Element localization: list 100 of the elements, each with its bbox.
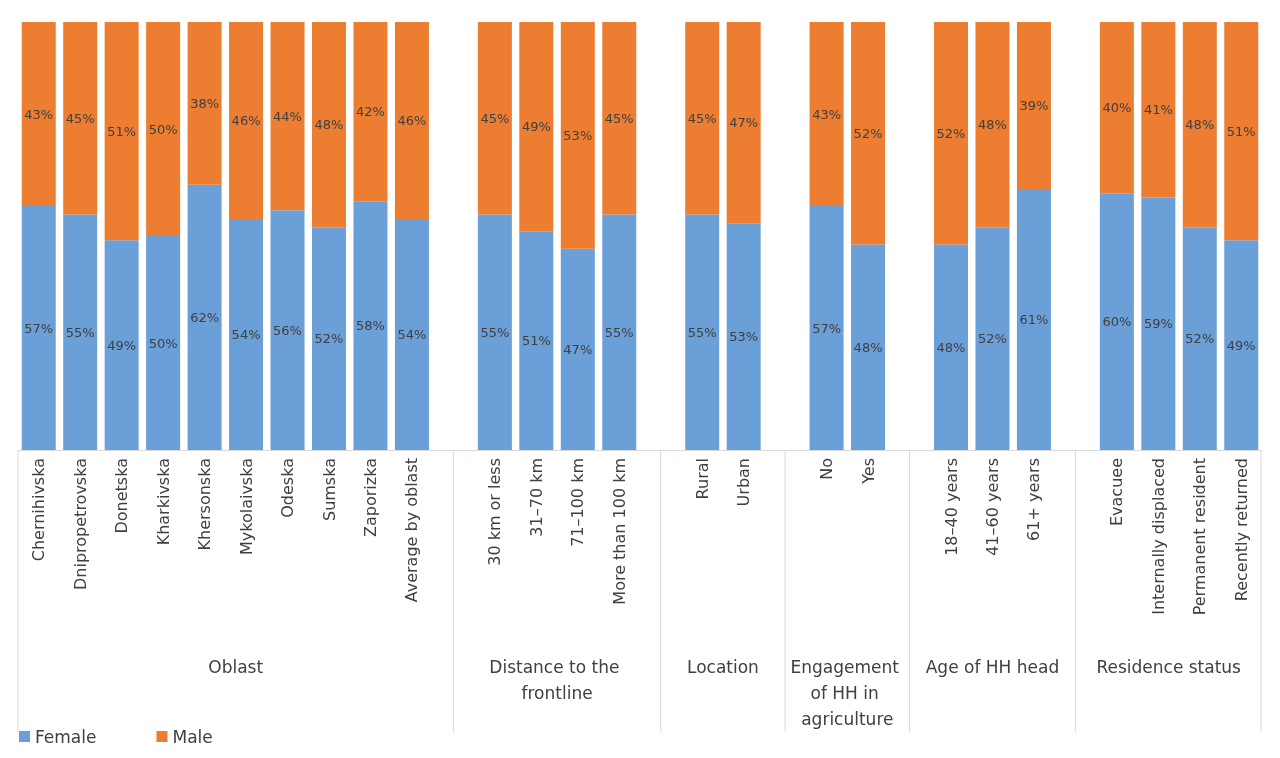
bar (394, 218, 429, 450)
data-label: 49% (107, 337, 137, 353)
bar (1016, 188, 1051, 450)
x-tick-label: More than 100 km (609, 458, 629, 605)
data-label: 55% (65, 324, 95, 340)
x-tick-label: 18–40 years (941, 458, 961, 556)
x-tick-label: Mykolaivska (236, 458, 256, 556)
data-label: 44% (273, 108, 302, 124)
bar (809, 206, 844, 450)
data-label: 41% (1143, 102, 1173, 118)
data-label: 56% (273, 322, 302, 338)
bar (560, 248, 595, 450)
bar (394, 22, 429, 219)
bar (934, 22, 968, 245)
data-label: 52% (978, 331, 1007, 347)
data-label: 57% (24, 320, 54, 336)
x-tick-label: Kharkivska (153, 458, 173, 546)
bar (63, 22, 98, 215)
data-label: 55% (604, 324, 634, 340)
bar (519, 231, 554, 450)
data-label: 62% (190, 309, 220, 325)
data-label: 50% (148, 121, 178, 137)
data-label: 45% (480, 110, 510, 126)
data-label: 51% (107, 123, 137, 139)
bar (187, 184, 222, 450)
bar (477, 214, 512, 450)
text: Engagement of HH in agriculture (790, 657, 905, 729)
x-tick-label: Zaporizka (360, 458, 380, 537)
x-tick-label: Dnipropetrovska (70, 458, 90, 590)
data-label: 52% (1185, 331, 1215, 347)
data-label: 47% (729, 115, 759, 131)
bar (270, 22, 305, 211)
bar (146, 236, 181, 450)
data-label: 58% (356, 318, 385, 334)
data-label: 49% (521, 119, 551, 135)
x-tick-label: 61+ years (1024, 458, 1044, 541)
data-label: 48% (978, 117, 1007, 133)
bar (1099, 22, 1134, 194)
data-label: 55% (480, 324, 510, 340)
data-label: 48% (314, 117, 344, 133)
x-tick-label: Sumska (319, 458, 339, 522)
bar (1224, 240, 1259, 450)
text: Distance to the frontline (489, 657, 625, 703)
bar (229, 22, 264, 219)
bar (104, 240, 139, 450)
bar (353, 22, 388, 202)
bar (21, 206, 56, 450)
bar (63, 214, 98, 450)
bar (519, 22, 554, 232)
data-label: 54% (397, 326, 427, 342)
x-tick-label: 31–70 km (526, 458, 546, 537)
x-tick-label: Yes (858, 458, 878, 485)
bar (1141, 197, 1176, 450)
data-label: 48% (1185, 117, 1215, 133)
data-label: 47% (563, 341, 593, 357)
bar (146, 22, 181, 236)
bar (229, 218, 264, 450)
bar (851, 244, 886, 450)
x-tick-label: No (817, 458, 837, 480)
data-label: 51% (521, 333, 551, 349)
data-label: 61% (1019, 311, 1049, 327)
data-label: 48% (853, 339, 883, 355)
data-label: 60% (1102, 314, 1132, 330)
x-tick-label: Evacuee (1107, 458, 1127, 527)
legend-label: Female (35, 726, 97, 747)
bar (685, 214, 720, 450)
data-label: 46% (397, 112, 427, 128)
bar (1016, 22, 1051, 189)
text: Residence status (1096, 657, 1242, 677)
bar (602, 22, 637, 215)
data-label: 54% (231, 326, 261, 342)
legend-label: Male (172, 726, 213, 747)
bar (934, 244, 968, 450)
data-label: 53% (729, 329, 759, 345)
data-label: 38% (190, 95, 220, 111)
bar (21, 22, 56, 207)
text: Location (686, 657, 759, 677)
bar (726, 22, 761, 224)
data-label: 45% (65, 110, 95, 126)
data-label: 45% (604, 110, 634, 126)
bar (560, 22, 595, 249)
bar (685, 22, 720, 215)
data-label: 43% (24, 106, 54, 122)
bar (975, 22, 1010, 228)
x-tick-label: Rural (692, 458, 712, 500)
data-label: 43% (812, 106, 842, 122)
data-label: 52% (314, 331, 344, 347)
x-tick-label: Permanent resident (1190, 458, 1210, 616)
bar (1141, 22, 1176, 198)
bar (975, 227, 1010, 450)
data-label: 52% (936, 125, 966, 141)
x-tick-label: Chernihivska (29, 458, 49, 562)
bar (1099, 193, 1134, 450)
bar (1182, 227, 1217, 450)
x-tick-label: Donetska (112, 458, 132, 534)
bar (602, 214, 637, 450)
text: Age of HH head (925, 657, 1060, 677)
bar (187, 22, 222, 185)
data-label: 50% (148, 335, 178, 351)
bar (726, 223, 761, 450)
